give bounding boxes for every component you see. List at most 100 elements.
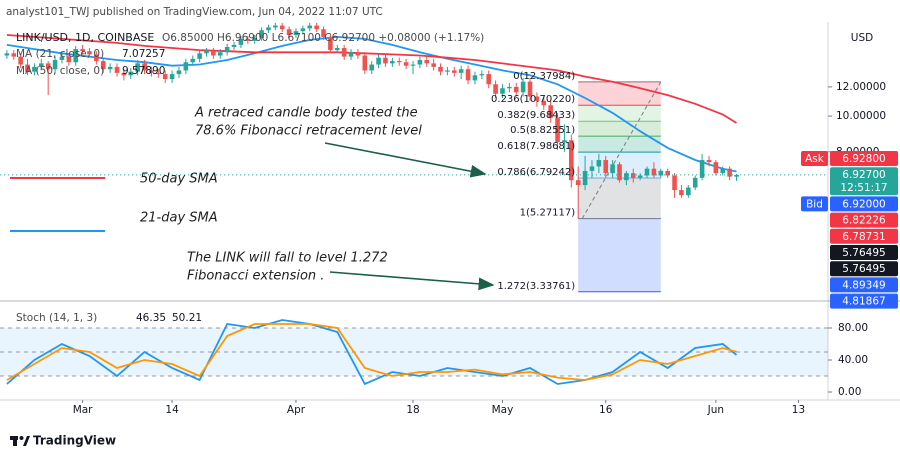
annotation-line: The LINK will fall to level 1.272 xyxy=(187,251,388,266)
candle-body xyxy=(589,166,595,171)
candle-body xyxy=(734,174,739,177)
candle-body xyxy=(348,52,354,57)
candle-body xyxy=(555,117,560,143)
candle-body xyxy=(527,81,533,97)
overlay-layer: 12.0000010.000008.00000Mar14Apr18May16Ju… xyxy=(10,48,898,416)
fib-zone xyxy=(578,218,661,292)
candle-body xyxy=(582,170,588,186)
price-tag xyxy=(830,212,898,228)
fib-zone xyxy=(578,178,661,219)
sma-note: 50-day SMA xyxy=(140,172,218,187)
candle-body xyxy=(190,58,196,63)
candle-body xyxy=(541,100,547,106)
stoch-y-tick-label: 80.00 xyxy=(838,322,868,334)
moving-average xyxy=(6,35,737,173)
candle-body xyxy=(548,105,553,118)
fibonacci-layer xyxy=(578,81,662,293)
x-tick-label: Mar xyxy=(73,404,93,416)
candle-body xyxy=(135,63,140,72)
candle-body xyxy=(727,168,732,177)
arrow xyxy=(329,271,495,291)
candle-body xyxy=(197,53,202,59)
candle-body xyxy=(569,140,574,181)
fib-label: 1(5.27117) xyxy=(520,208,576,219)
candle-body xyxy=(4,53,10,56)
candle-body xyxy=(211,51,216,56)
candle-body xyxy=(252,37,257,41)
candle-body xyxy=(266,27,271,31)
price-tag-value: 6.92800 xyxy=(842,153,885,165)
sma-note: 21-day SMA xyxy=(140,211,218,226)
stoch-value: 46.35 xyxy=(136,312,166,324)
fib-label: 0.786(6.79242) xyxy=(497,167,575,178)
candle-body xyxy=(644,168,650,176)
candle-body xyxy=(658,170,664,176)
price-tag-value: 6.82226 xyxy=(842,215,886,227)
candle-body xyxy=(390,61,395,64)
candle-body xyxy=(500,88,505,94)
candle-body xyxy=(39,63,44,67)
candle-body xyxy=(162,74,168,80)
x-tick-label: Jun xyxy=(707,404,724,416)
x-tick-label: Apr xyxy=(287,404,306,416)
candle-body xyxy=(25,64,30,72)
fib-label: 0.618(7.98681) xyxy=(497,141,575,152)
candle-body xyxy=(486,74,492,85)
candle-body xyxy=(699,160,705,178)
candle-body xyxy=(431,63,436,67)
candle-body xyxy=(314,25,319,30)
candle-body xyxy=(637,175,643,178)
candle-body xyxy=(59,56,65,60)
candle-body xyxy=(73,49,79,63)
fib-label: 0.5(8.82551) xyxy=(510,125,575,136)
candle-body xyxy=(720,168,726,174)
candle-body xyxy=(18,56,23,65)
symbol: LINK/USD, 1D, COINBASE xyxy=(16,31,154,44)
stoch-value: 50.21 xyxy=(172,312,202,324)
candle-body xyxy=(479,74,485,76)
candle-body xyxy=(396,61,402,63)
candle-body xyxy=(410,64,416,66)
logo-part xyxy=(19,436,24,440)
candle-body xyxy=(87,51,92,55)
candle-body xyxy=(507,86,512,89)
price-layer xyxy=(0,22,828,219)
candle-body xyxy=(603,160,609,174)
stoch-layer xyxy=(0,319,828,386)
fib-label: 1.272(3.33761) xyxy=(497,281,575,292)
candle-body xyxy=(121,72,127,76)
price-tag xyxy=(830,228,898,244)
annotation-line: 78.6% Fibonacci retracement level xyxy=(195,124,422,139)
fib-label: 0.382(9.68433) xyxy=(497,110,575,121)
candle-body xyxy=(513,86,519,93)
candle-body xyxy=(334,48,340,51)
candle-body xyxy=(617,164,622,181)
candle-body xyxy=(438,66,443,72)
price-tag-side-label: Ask xyxy=(805,153,825,165)
price-tag-value: 5.76495 xyxy=(842,247,885,259)
ma-legend-value: 9.57890 xyxy=(122,65,165,77)
candle-body xyxy=(630,173,636,178)
candle-body xyxy=(328,36,333,51)
price-tag-value: 6.92700 xyxy=(842,169,885,181)
candle-body xyxy=(293,31,299,35)
candle-body xyxy=(424,59,430,64)
candle-body xyxy=(80,49,85,52)
candle-body xyxy=(94,54,99,62)
candle-body xyxy=(458,69,464,73)
currency: USD xyxy=(851,32,873,44)
candle-body xyxy=(520,81,526,93)
candle-body xyxy=(369,64,374,71)
price-tag xyxy=(830,293,898,309)
candle-body xyxy=(156,72,161,75)
arrow xyxy=(324,142,487,178)
candle-body xyxy=(142,63,147,71)
fib-trend xyxy=(581,81,662,219)
fib-zone xyxy=(578,105,661,122)
price-tag-value: 4.89349 xyxy=(842,279,885,291)
candle-body xyxy=(362,55,368,71)
price-tag-value: 5.76495 xyxy=(842,263,885,275)
candle-body xyxy=(176,70,182,75)
price-tag-value: 4.81867 xyxy=(842,296,885,308)
